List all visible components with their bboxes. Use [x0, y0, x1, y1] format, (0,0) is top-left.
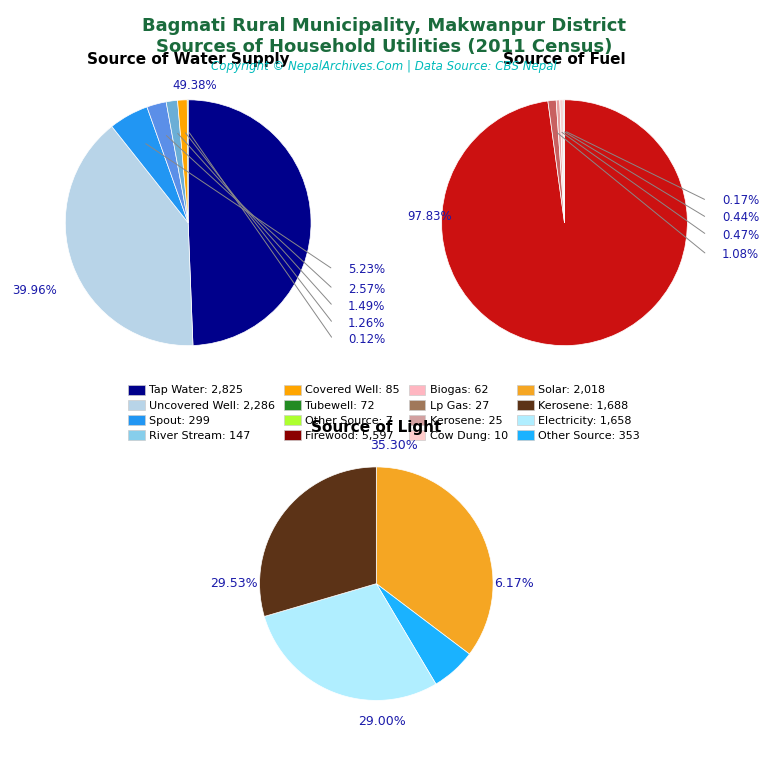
Text: 1.26%: 1.26%	[348, 317, 386, 330]
Wedge shape	[560, 100, 564, 223]
Wedge shape	[376, 584, 469, 684]
Text: 49.38%: 49.38%	[172, 78, 217, 91]
Wedge shape	[166, 101, 188, 223]
Wedge shape	[177, 100, 188, 223]
Wedge shape	[187, 100, 188, 223]
Text: 39.96%: 39.96%	[12, 284, 57, 296]
Text: 35.30%: 35.30%	[370, 439, 418, 452]
Text: 29.00%: 29.00%	[359, 715, 406, 728]
Wedge shape	[65, 127, 193, 346]
Text: 1.49%: 1.49%	[348, 300, 386, 313]
Title: Source of Water Supply: Source of Water Supply	[87, 51, 290, 67]
Wedge shape	[563, 100, 564, 223]
Text: Bagmati Rural Municipality, Makwanpur District: Bagmati Rural Municipality, Makwanpur Di…	[142, 17, 626, 35]
Text: 29.53%: 29.53%	[210, 578, 258, 590]
Text: Copyright © NepalArchives.Com | Data Source: CBS Nepal: Copyright © NepalArchives.Com | Data Sou…	[211, 60, 557, 73]
Text: 5.23%: 5.23%	[348, 263, 385, 276]
Wedge shape	[442, 100, 687, 346]
Wedge shape	[264, 584, 436, 700]
Title: Source of Fuel: Source of Fuel	[503, 51, 626, 67]
Text: 0.44%: 0.44%	[722, 211, 759, 224]
Text: 0.47%: 0.47%	[722, 229, 759, 241]
Wedge shape	[147, 102, 188, 223]
Wedge shape	[260, 467, 376, 617]
Text: 0.12%: 0.12%	[348, 333, 386, 346]
Wedge shape	[112, 107, 188, 223]
Wedge shape	[188, 100, 311, 346]
Text: Sources of Household Utilities (2011 Census): Sources of Household Utilities (2011 Cen…	[156, 38, 612, 56]
Text: 1.08%: 1.08%	[722, 248, 759, 261]
Text: 6.17%: 6.17%	[494, 578, 534, 590]
Text: 97.83%: 97.83%	[407, 210, 452, 223]
Text: 2.57%: 2.57%	[348, 283, 386, 296]
Wedge shape	[376, 467, 493, 654]
Legend: Tap Water: 2,825, Uncovered Well: 2,286, Spout: 299, River Stream: 147, Covered : Tap Water: 2,825, Uncovered Well: 2,286,…	[128, 385, 640, 441]
Text: 0.17%: 0.17%	[722, 194, 759, 207]
Wedge shape	[556, 100, 564, 223]
Wedge shape	[548, 100, 564, 223]
Title: Source of Light: Source of Light	[311, 420, 442, 435]
